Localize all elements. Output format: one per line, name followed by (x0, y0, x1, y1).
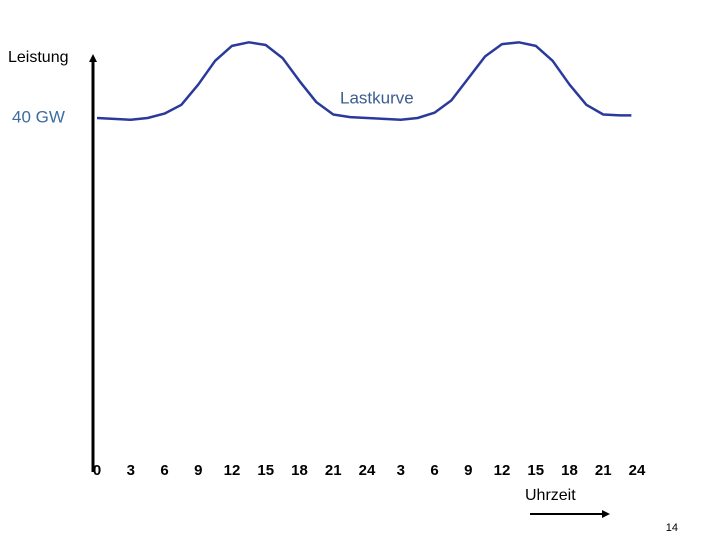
x-tick-label: 15 (257, 462, 274, 479)
x-tick-label: 15 (527, 462, 544, 479)
line (96, 41, 632, 122)
x-tick-label: 18 (561, 462, 578, 479)
x-axis-label: Uhrzeit (525, 487, 576, 504)
series-label: Lastkurve (340, 88, 414, 107)
x-tick-label: 24 (359, 462, 376, 479)
x-tick-label: 21 (595, 462, 612, 479)
x-tick-label: 0 (93, 462, 101, 479)
x-tick-label: 6 (430, 462, 438, 479)
x-tick-label: 24 (629, 462, 646, 479)
x-tick-label: 21 (325, 462, 342, 479)
x-tick-label: 12 (224, 462, 241, 479)
x-tick-label: 6 (160, 462, 168, 479)
x-tick-label: 12 (494, 462, 511, 479)
x-tick-label: 3 (397, 462, 405, 479)
y-tick-label: 40 GW (12, 107, 65, 126)
y-axis-label: Leistung (8, 49, 69, 66)
x-tick-label: 9 (464, 462, 472, 479)
x-tick-label: 3 (127, 462, 135, 479)
x-tick-label: 18 (291, 462, 308, 479)
page-number: 14 (666, 522, 678, 534)
x-tick-label: 9 (194, 462, 202, 479)
